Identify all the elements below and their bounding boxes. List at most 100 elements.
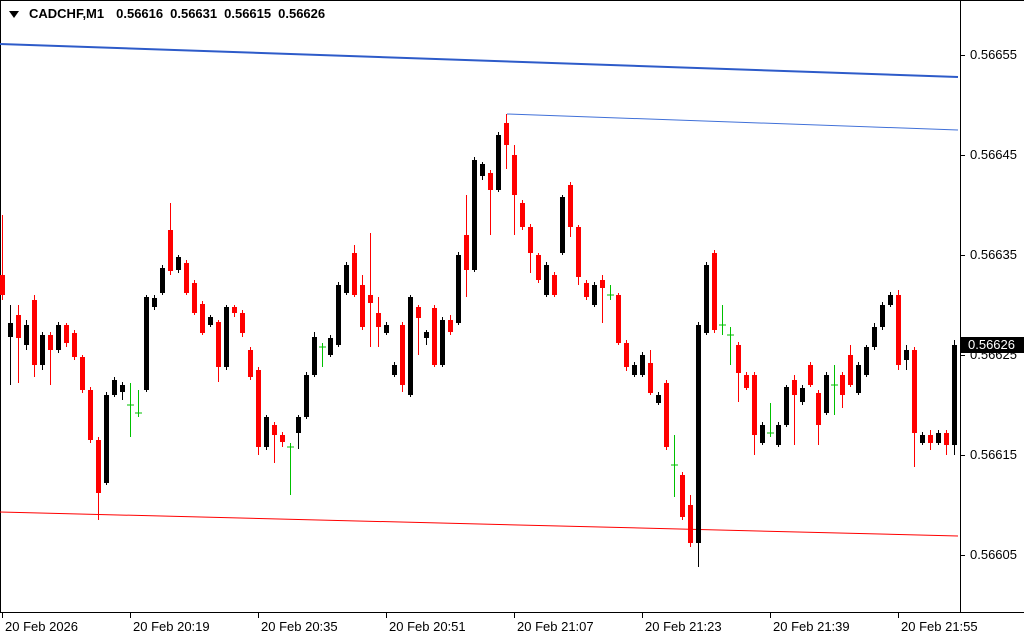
ohlc-low: 0.56615: [224, 6, 272, 21]
candle-body: [336, 285, 341, 345]
candle-body: [824, 375, 829, 413]
candle-body: [144, 297, 149, 390]
candle-body: [568, 185, 573, 227]
time-axis-label: 20 Feb 21:55: [901, 619, 978, 634]
candle-body: [952, 345, 957, 445]
candle-body: [840, 375, 845, 395]
candle-body: [784, 387, 789, 425]
candle-body: [776, 425, 781, 445]
candle-body: [528, 227, 533, 253]
candle-body: [72, 333, 77, 357]
candle-body: [64, 325, 69, 343]
candle-body: [792, 380, 797, 395]
trendline-support-line[interactable]: [0, 511, 959, 537]
candle-body: [272, 425, 277, 435]
candle-body: [256, 370, 261, 447]
candle-body: [648, 363, 653, 393]
candle-body: [848, 355, 853, 385]
candle-body: [936, 433, 941, 443]
candle-body: [536, 255, 541, 280]
candle-body: [896, 295, 901, 365]
symbol-dropdown-icon[interactable]: [9, 10, 19, 18]
candle-body: [224, 307, 229, 367]
candle-body: [312, 337, 317, 375]
candle-body: [576, 227, 581, 277]
candle-body: [240, 313, 245, 333]
candle-body: [688, 505, 693, 543]
candle-body: [448, 320, 453, 332]
trendline-resistance-minor[interactable]: [506, 113, 959, 131]
candle-body: [808, 365, 813, 385]
candle-body: [24, 325, 29, 345]
time-axis-label: 20 Feb 21:39: [773, 619, 850, 634]
candle-body: [592, 285, 597, 305]
candle-body: [408, 297, 413, 395]
time-axis-label: 20 Feb 2026: [5, 619, 79, 634]
trendline-resistance-major[interactable]: [0, 43, 959, 78]
candle-body: [872, 327, 877, 347]
candle-body: [704, 265, 709, 333]
candle-body: [0, 275, 5, 295]
candle-body: [928, 435, 933, 443]
candle-body: [800, 388, 805, 402]
candle-body: [56, 325, 61, 350]
candle-body: [464, 235, 469, 270]
time-axis-label: 20 Feb 20:19: [133, 619, 210, 634]
candle-body: [168, 230, 173, 271]
candle-body: [360, 285, 365, 327]
candle-body: [880, 305, 885, 327]
candle-body: [552, 275, 557, 295]
candle-body: [496, 135, 501, 190]
candle-body: [416, 307, 421, 318]
candle-body: [904, 350, 909, 360]
ohlc-high: 0.56631: [170, 6, 218, 21]
candle-body: [216, 322, 221, 367]
candle-body: [264, 417, 269, 447]
candle-body: [584, 283, 589, 297]
candle-body: [88, 390, 93, 440]
candle-body: [440, 320, 445, 365]
ohlc-open: 0.56616: [116, 6, 164, 21]
candle-body: [480, 164, 485, 176]
candle-body: [200, 304, 205, 333]
candle-body: [656, 395, 661, 403]
candle-body: [472, 160, 477, 270]
candle-body: [520, 203, 525, 227]
time-axis-label: 20 Feb 20:51: [389, 619, 466, 634]
candle-body: [560, 197, 565, 253]
candle-body: [152, 298, 157, 307]
candle-body: [624, 343, 629, 367]
price-axis-label: 0.56655: [970, 47, 1017, 62]
candle-body: [184, 263, 189, 293]
candle-body: [208, 317, 213, 325]
candle-body: [176, 257, 181, 270]
candle-body: [8, 323, 13, 337]
candle-body: [632, 365, 637, 375]
candle-body: [376, 313, 381, 327]
candle-body: [544, 265, 549, 295]
candle-body: [304, 375, 309, 417]
candle-body: [280, 435, 285, 442]
candle-body: [16, 315, 21, 338]
candle-body: [912, 350, 917, 433]
time-axis-label: 20 Feb 21:23: [645, 619, 722, 634]
time-axis-label: 20 Feb 21:07: [517, 619, 594, 634]
price-axis-label: 0.56645: [970, 147, 1017, 162]
ohlc-close: 0.56626: [278, 6, 326, 21]
candle-body: [744, 375, 749, 388]
candle-body: [328, 338, 333, 355]
candle-body: [760, 425, 765, 443]
candle-body: [712, 253, 717, 330]
candle-body: [112, 380, 117, 395]
candle-body: [392, 365, 397, 375]
time-axis-label: 20 Feb 20:35: [261, 619, 338, 634]
candle-body: [248, 350, 253, 377]
candle-body: [920, 435, 925, 443]
candle-body: [752, 375, 757, 435]
candle-body: [696, 325, 701, 543]
candle-body: [344, 265, 349, 293]
candle-body: [488, 173, 493, 190]
candle-body: [680, 475, 685, 517]
candle-body: [96, 440, 101, 493]
